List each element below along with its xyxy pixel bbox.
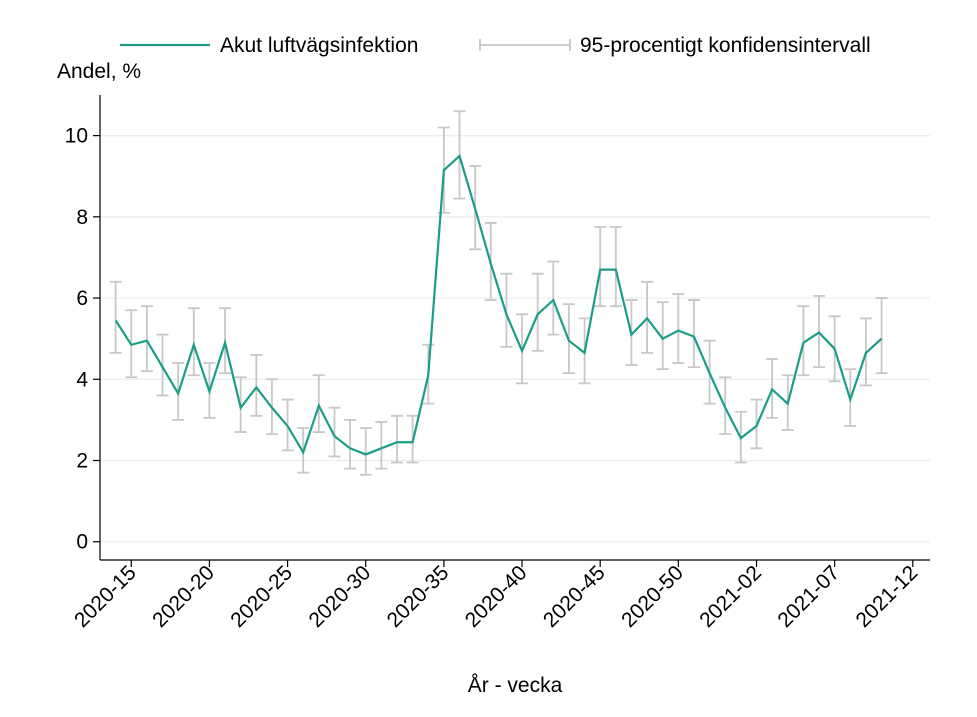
legend-label: 95-procentigt konfidensintervall: [580, 34, 871, 57]
error-bar: [875, 297, 888, 375]
y-tick-label: 8: [76, 206, 88, 229]
y-tick-label: 6: [76, 287, 88, 310]
error-bar: [390, 414, 403, 464]
legend-ci: [479, 39, 571, 51]
error-bar: [672, 293, 685, 364]
line: [114, 153, 883, 456]
error-bar: [140, 305, 153, 373]
error-bar: [687, 299, 700, 368]
y-tick-label: 4: [76, 368, 88, 391]
error-bar: [547, 260, 560, 336]
y-tick-label: 10: [65, 125, 88, 148]
error-bar: [375, 421, 388, 470]
x-axis-label: År - vecka: [468, 674, 563, 697]
legend-label: Akut luftvägsinfektion: [220, 34, 418, 57]
y-tick-label: 0: [76, 531, 88, 554]
y-axis-label: Andel, %: [57, 60, 141, 83]
y-tick-label: 2: [76, 450, 88, 473]
error-bar: [500, 272, 513, 348]
error-bar: [656, 301, 669, 371]
error-bar: [109, 280, 122, 354]
error-bar: [797, 305, 810, 377]
error-bar: [250, 354, 263, 417]
error-bar: [594, 226, 607, 308]
error-bar: [328, 406, 341, 458]
error-bar: [359, 427, 372, 476]
error-bar: [609, 226, 622, 308]
error-bar: [344, 418, 357, 470]
error-bar: [531, 272, 544, 352]
